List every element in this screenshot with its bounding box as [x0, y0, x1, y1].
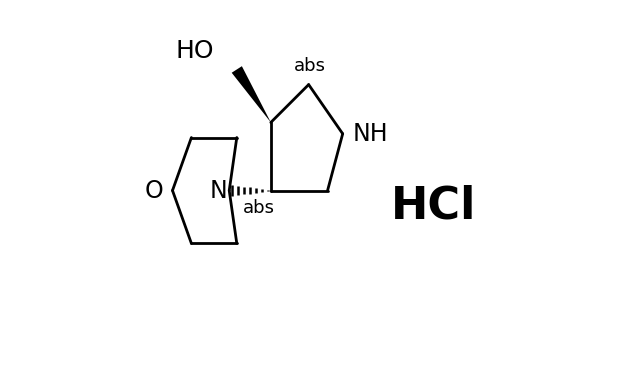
Text: abs: abs — [243, 199, 275, 216]
Text: abs: abs — [294, 57, 326, 75]
Text: HO: HO — [175, 38, 214, 62]
Polygon shape — [232, 66, 271, 122]
Text: O: O — [144, 179, 163, 202]
Text: NH: NH — [352, 122, 388, 146]
Text: HCl: HCl — [391, 184, 476, 227]
Text: N: N — [209, 179, 227, 202]
